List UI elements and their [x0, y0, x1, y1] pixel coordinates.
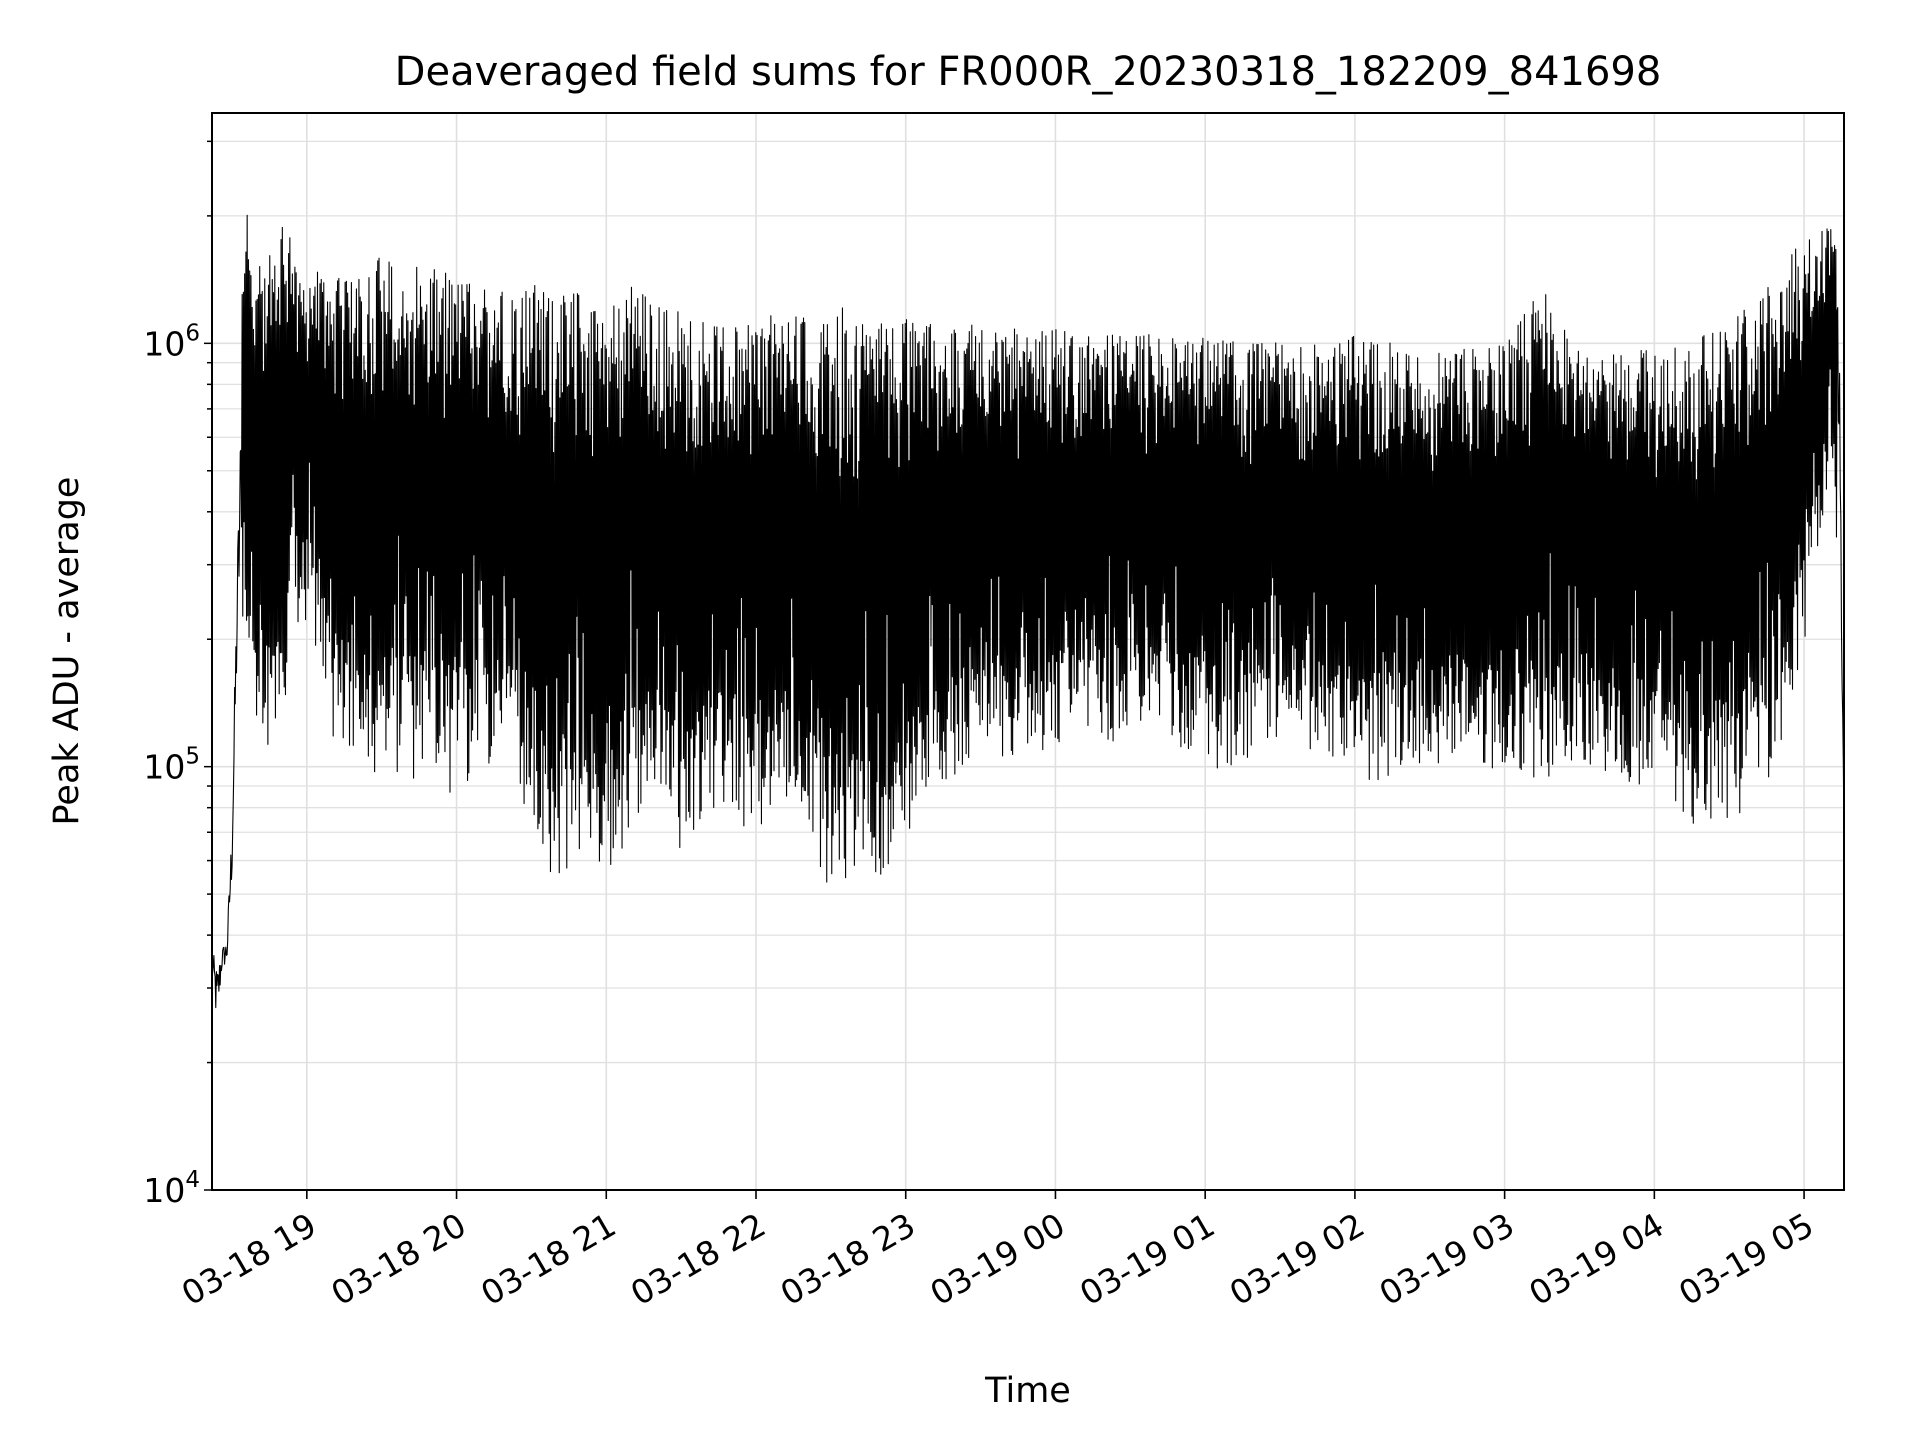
x-axis-label: Time [984, 1371, 1071, 1411]
chart-title: Deaveraged field sums for FR000R_2023031… [395, 49, 1662, 95]
y-tick-label: 106 [143, 320, 200, 363]
y-axis-label: Peak ADU - average [47, 477, 87, 826]
y-tick-label: 104 [143, 1167, 200, 1210]
plot-frame [211, 112, 1845, 1191]
data-layer [211, 214, 1845, 1009]
series-line [211, 214, 1845, 1009]
y-tick-label: 105 [143, 744, 200, 787]
